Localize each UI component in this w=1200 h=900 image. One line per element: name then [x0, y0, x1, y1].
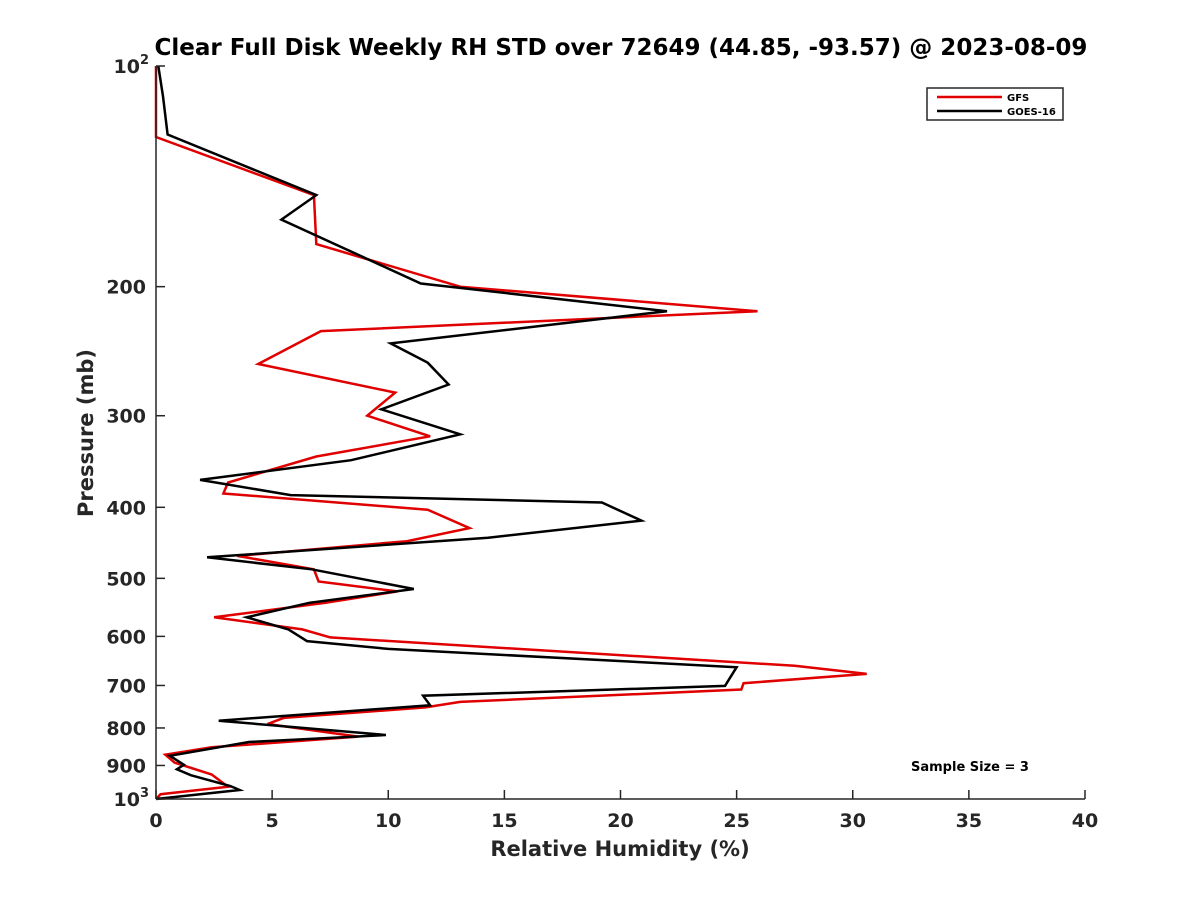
y-tick-label: 300	[106, 406, 146, 428]
x-tick-label: 20	[607, 810, 633, 832]
x-tick-label: 15	[491, 810, 517, 832]
chart-title: Clear Full Disk Weekly RH STD over 72649…	[155, 35, 1088, 61]
x-axis-ticks: 0 5 10 15 20 25 30 35 40	[149, 790, 1098, 832]
legend-label-gfs: GFS	[1007, 93, 1029, 104]
x-tick-label: 0	[149, 810, 162, 832]
y-tick-label-power: 103	[114, 786, 150, 811]
legend: GFS GOES-16	[926, 87, 1064, 121]
x-tick-label: 40	[1072, 810, 1098, 832]
y-tick-label: 800	[106, 718, 146, 740]
y-tick-label: 700	[106, 675, 146, 697]
plot-area	[154, 65, 1085, 801]
legend-box	[926, 87, 1064, 121]
y-tick-label: 400	[106, 497, 146, 519]
x-tick-label: 25	[723, 810, 749, 832]
sample-size-annotation: Sample Size = 3	[911, 760, 1029, 775]
plot-background	[156, 66, 1085, 799]
y-axis-label: Pressure (mb)	[74, 349, 98, 517]
y-tick-label: 600	[106, 626, 146, 648]
y-tick-label: 900	[106, 755, 146, 777]
y-tick-label: 200	[106, 277, 146, 299]
x-tick-label: 10	[375, 810, 401, 832]
x-tick-label: 30	[840, 810, 866, 832]
y-axis-ticks: 102 200 300 400 500 600 700 800 900 103	[106, 53, 165, 811]
y-tick-label-power: 102	[114, 53, 150, 78]
y-tick-label: 500	[106, 568, 146, 590]
legend-label-goes16: GOES-16	[1007, 107, 1056, 118]
x-tick-label: 5	[266, 810, 279, 832]
x-tick-label: 35	[956, 810, 982, 832]
series-layer	[154, 65, 867, 801]
series-line-goes16	[155, 65, 739, 801]
x-axis-label: Relative Humidity (%)	[490, 837, 749, 861]
